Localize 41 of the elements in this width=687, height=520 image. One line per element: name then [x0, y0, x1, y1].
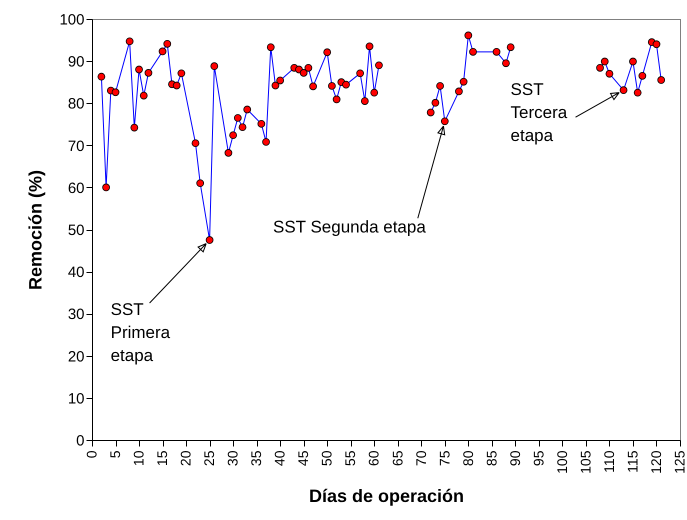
x-tick-label: 35	[248, 450, 264, 466]
x-tick-label: 110	[600, 450, 617, 473]
x-tick-label: 100	[554, 450, 570, 474]
x-tick-label: 125	[672, 450, 687, 474]
x-tick-label: 90	[506, 450, 523, 466]
y-tick-label: 70	[68, 138, 84, 155]
x-tick-label: 30	[224, 450, 241, 466]
y-tick-label: 10	[68, 390, 84, 408]
x-tick-label: 0	[84, 450, 100, 458]
y-tick-label: 100	[59, 12, 84, 28]
x-axis-title: Días de operación	[308, 486, 464, 506]
x-tick-label: 120	[648, 450, 664, 474]
x-tick-label: 75	[436, 450, 452, 466]
x-tick-label: 40	[272, 450, 288, 466]
y-tick-label: 30	[68, 306, 84, 324]
x-tick-label: 60	[366, 450, 382, 466]
x-tick-label: 70	[412, 450, 429, 466]
x-tick-label: 15	[154, 450, 170, 466]
annotation: SST Primera etapa	[110, 300, 171, 366]
x-tick-label: 10	[130, 450, 147, 466]
x-tick-label: 20	[178, 450, 194, 466]
x-tick-label: 50	[318, 450, 335, 466]
x-tick-label: 85	[483, 450, 500, 466]
x-tick-label: 5	[107, 450, 124, 458]
x-tick-label: 65	[389, 450, 406, 466]
x-tick-label: 95	[530, 450, 546, 466]
y-tick-label: 60	[68, 180, 84, 197]
x-tick-label: 105	[577, 450, 594, 474]
x-tick-label: 115	[624, 450, 640, 473]
annotation: SST Segunda etapa	[272, 217, 426, 236]
y-tick-label: 50	[68, 222, 84, 239]
x-tick-label: 45	[295, 450, 312, 466]
y-tick-label: 90	[68, 54, 84, 71]
x-tick-label: 80	[460, 450, 476, 466]
y-tick-label: 80	[68, 96, 84, 113]
y-tick-label: 20	[68, 348, 84, 366]
y-axis-title: Remoción (%)	[25, 170, 46, 290]
x-tick-label: 55	[342, 450, 358, 466]
annotation: SST Tercera etapa	[510, 80, 568, 146]
y-tick-label: 40	[68, 264, 84, 282]
x-tick-label: 25	[201, 450, 218, 466]
